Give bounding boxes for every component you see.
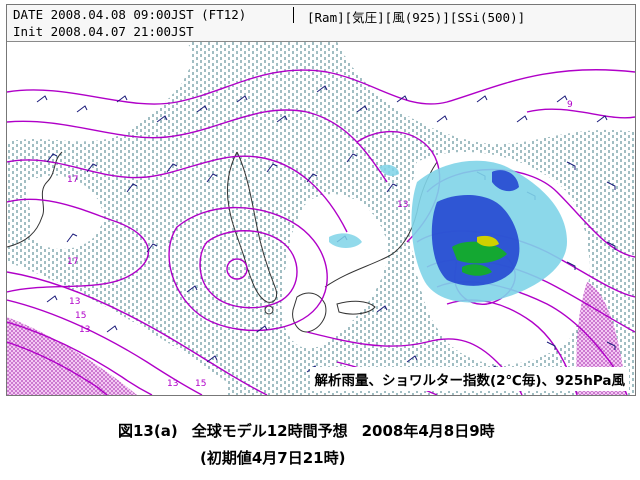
contour-label: 13 [69, 297, 80, 307]
forecast-date-label: DATE 2008.04.08 09:00JST (FT12) [13, 7, 247, 22]
contour-label: 13 [167, 379, 178, 389]
figure-number: 図13(a) [118, 422, 178, 440]
shikoku-coast [336, 300, 376, 315]
contour-label: 15 [195, 379, 206, 389]
contour-label: 17 [67, 175, 78, 185]
figure-caption: 図13(a) 全球モデル12時間予想 2008年4月8日9時 [118, 420, 495, 441]
figure-title: 全球モデル12時間予想 [191, 422, 348, 440]
korea-peninsula [226, 151, 278, 303]
displayed-elements-label: [Ram][気圧][風(925)][SSi(500)] [307, 10, 526, 25]
contour-label: 13 [79, 325, 90, 335]
unstable-area-shading [7, 282, 627, 395]
figure-init-time: (初期値4月7日21時) [200, 449, 346, 467]
wind-barbs [36, 85, 616, 373]
weather-map: 17 17 13 15 13 15 13 13 9 [7, 42, 635, 395]
map-header: DATE 2008.04.08 09:00JST (FT12) Init 200… [7, 5, 635, 42]
contour-label: 15 [75, 311, 86, 321]
kyushu-coast [292, 292, 327, 333]
precipitation-area [329, 160, 567, 303]
map-legend-caption: 解析雨量、ショワルター指数(2℃毎)、925hPa風 [310, 367, 629, 391]
header-separator [293, 7, 294, 23]
contour-label: 9 [567, 100, 573, 110]
figure-valid-time: 2008年4月8日9時 [361, 422, 495, 440]
weather-map-panel: DATE 2008.04.08 09:00JST (FT12) Init 200… [6, 4, 636, 396]
contour-label: 17 [67, 257, 78, 267]
init-time-label: Init 2008.04.07 21:00JST [13, 24, 194, 39]
contour-label: 13 [397, 200, 408, 210]
